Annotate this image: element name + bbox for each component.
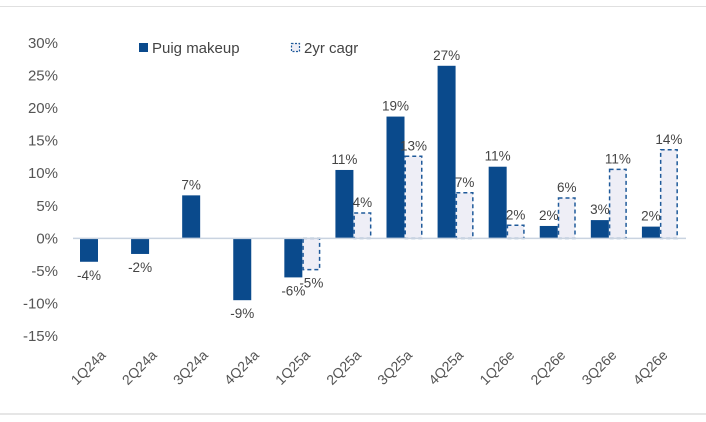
data-label-2yr-cagr: 13% xyxy=(400,138,427,153)
data-labels: -4% -2% 7% -9% -6%-5% 11% 4% 19% 13% 27% 7% 11% 2% 2%… xyxy=(77,48,682,321)
legend-label-puig-makeup: Puig makeup xyxy=(152,40,240,57)
y-tick-label: -10% xyxy=(23,295,58,312)
bar-puig-makeup xyxy=(131,238,150,254)
x-tick-label: 1Q25a xyxy=(272,347,313,388)
data-label-2yr-cagr: 7% xyxy=(455,175,475,190)
legend-label-2yr-cagr: 2yr cagr xyxy=(304,40,358,57)
data-label-2yr-cagr: -5% xyxy=(299,276,323,291)
data-label-puig-makeup: -9% xyxy=(230,306,254,321)
y-tick-label: 20% xyxy=(28,100,58,117)
y-tick-label: 25% xyxy=(28,68,58,85)
bar-puig-makeup xyxy=(590,220,609,239)
bar-2yr-cagr xyxy=(404,155,423,240)
bar-puig-makeup xyxy=(233,238,252,301)
y-tick-label: 0% xyxy=(36,230,58,247)
y-tick-label: -15% xyxy=(23,328,58,345)
y-axis: 30% 25% 20% 15% 10% 5% 0% -5% -10% -15% xyxy=(23,35,58,345)
data-label-puig-makeup: 7% xyxy=(181,177,201,192)
x-tick-label: 1Q26e xyxy=(476,347,517,388)
x-tick-label: 1Q24a xyxy=(68,347,109,388)
bars xyxy=(80,65,678,301)
data-label-2yr-cagr: 6% xyxy=(557,180,577,195)
legend: Puig makeup 2yr cagr xyxy=(139,40,358,57)
y-tick-label: 30% xyxy=(28,35,58,52)
y-tick-label: 10% xyxy=(28,165,58,182)
bar-2yr-cagr xyxy=(302,237,321,271)
data-label-2yr-cagr: 14% xyxy=(655,132,682,147)
data-label-puig-makeup: 19% xyxy=(382,99,409,114)
data-label-puig-makeup: -6% xyxy=(281,283,305,298)
data-label-2yr-cagr: 2% xyxy=(506,207,526,222)
legend-swatch-puig-makeup xyxy=(139,43,148,52)
data-label-puig-makeup: 2% xyxy=(641,209,661,224)
bar-puig-makeup xyxy=(539,225,558,239)
bar-2yr-cagr xyxy=(608,168,627,240)
data-label-puig-makeup: -4% xyxy=(77,268,101,283)
bar-2yr-cagr xyxy=(353,212,372,240)
bottom-divider xyxy=(0,413,706,415)
x-axis: 1Q24a 2Q24a 3Q24a 4Q24a 1Q25a 2Q25a 3Q25a 4Q25a… xyxy=(68,347,671,388)
data-label-puig-makeup: 3% xyxy=(590,202,610,217)
bar-puig-makeup xyxy=(386,116,405,239)
bar-puig-makeup xyxy=(641,226,660,239)
legend-swatch-2yr-cagr xyxy=(290,42,301,53)
x-tick-label: 4Q25a xyxy=(425,347,466,388)
bar-puig-makeup xyxy=(335,169,354,239)
data-label-puig-makeup: 2% xyxy=(539,208,559,223)
bar-2yr-cagr xyxy=(506,224,525,240)
bar-puig-makeup xyxy=(488,166,507,239)
y-tick-label: -5% xyxy=(31,263,58,280)
x-tick-label: 4Q24a xyxy=(221,347,262,388)
x-tick-label: 2Q24a xyxy=(119,347,160,388)
bar-puig-makeup xyxy=(80,238,98,262)
x-tick-label: 3Q25a xyxy=(374,347,415,388)
y-tick-label: 15% xyxy=(28,133,58,150)
x-tick-label: 3Q26e xyxy=(578,347,619,388)
bar-puig-makeup xyxy=(437,65,456,239)
y-tick-label: 5% xyxy=(36,198,58,215)
bar-2yr-cagr xyxy=(455,192,474,240)
x-tick-label: 2Q25a xyxy=(323,347,364,388)
data-label-puig-makeup: 11% xyxy=(331,152,357,167)
data-label-2yr-cagr: 4% xyxy=(353,195,373,210)
bar-puig-makeup xyxy=(284,238,303,278)
top-divider xyxy=(0,6,706,7)
bar-2yr-cagr xyxy=(557,197,576,240)
x-tick-label: 3Q24a xyxy=(170,347,211,388)
bar-puig-makeup xyxy=(182,195,201,239)
data-label-2yr-cagr: 11% xyxy=(605,151,631,166)
data-label-puig-makeup: 11% xyxy=(485,149,511,164)
x-tick-label: 2Q26e xyxy=(527,347,568,388)
bar-2yr-cagr xyxy=(659,149,678,240)
data-label-puig-makeup: -2% xyxy=(128,260,152,275)
x-tick-label: 4Q26e xyxy=(630,347,671,388)
data-label-puig-makeup: 27% xyxy=(433,48,460,63)
